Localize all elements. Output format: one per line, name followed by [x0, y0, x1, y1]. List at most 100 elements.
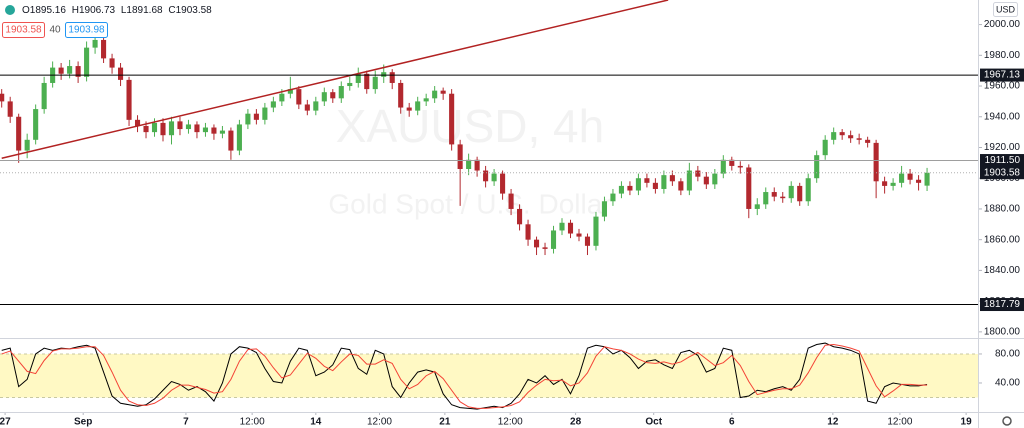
x-tick-label: Sep — [74, 417, 92, 428]
candle-body — [661, 175, 667, 189]
candle-body — [466, 159, 472, 169]
candle-body — [457, 144, 463, 169]
candle-body — [627, 185, 633, 191]
candle-body — [245, 113, 251, 125]
candle-body — [712, 173, 718, 185]
candle-body — [338, 86, 344, 99]
price-line-label: 1967.13 — [984, 70, 1021, 81]
candle-body — [814, 155, 820, 179]
candle-body — [491, 173, 497, 182]
stochastic-line — [1, 344, 928, 409]
candle-body — [593, 216, 599, 246]
candle-body — [185, 124, 192, 130]
price-line-label-box — [980, 298, 1024, 312]
trend-line — [1, 0, 669, 159]
candle-body — [202, 127, 208, 133]
candle-body — [788, 185, 794, 199]
x-tick-label: 28 — [570, 417, 582, 428]
candle-body — [330, 92, 336, 99]
last-price-label-box — [980, 166, 1024, 180]
sell-price[interactable]: 1903.58 — [5, 25, 42, 36]
candle-body — [126, 79, 132, 120]
candle-body — [584, 236, 591, 246]
watermark: XAUUSD, 4h Gold Spot / U.S. Dollar — [328, 100, 611, 219]
candle-body — [321, 92, 327, 102]
candle-body — [669, 175, 675, 182]
candle-body — [780, 196, 786, 199]
stochastic-line — [1, 342, 928, 410]
candle-body — [797, 185, 803, 202]
candle-body — [848, 135, 854, 139]
candle-body — [304, 104, 310, 111]
candle-body — [381, 72, 387, 77]
candle-body — [882, 181, 888, 186]
ohlc-legend: O1895.16 H1906.73 L1891.68 C1903.58 — [22, 5, 212, 16]
candle-body — [686, 170, 692, 191]
candle-body — [440, 90, 446, 94]
candle-body — [652, 182, 658, 189]
candle-body — [7, 101, 13, 117]
x-tick-label: 19 — [961, 417, 973, 428]
candle-body — [525, 224, 531, 240]
candle-body — [92, 39, 98, 48]
candle-body — [134, 119, 141, 126]
currency[interactable]: USD — [996, 4, 1016, 14]
candle-body — [406, 107, 412, 111]
candle-body — [236, 124, 242, 151]
candle-body — [262, 107, 268, 120]
candle-body — [143, 125, 149, 133]
buy-price[interactable]: 1903.98 — [68, 25, 105, 36]
y-tick-label: 2000.00 — [984, 19, 1021, 30]
x-tick-label: 12:00 — [498, 417, 523, 428]
price-line-label-box — [980, 68, 1024, 82]
buy-button[interactable] — [65, 22, 108, 38]
candle-body — [33, 109, 39, 140]
candle-body — [177, 121, 183, 130]
candle-body — [41, 82, 47, 110]
candle-body — [24, 139, 30, 151]
candle-body — [916, 179, 922, 183]
candle-body — [279, 93, 285, 102]
candle-body — [695, 170, 701, 177]
candle-body — [678, 181, 684, 191]
settings-icon[interactable] — [1002, 416, 1012, 426]
ohlc-low: L1891.68 — [121, 5, 163, 16]
market-status-icon — [5, 5, 15, 15]
candle-body — [517, 208, 523, 225]
candle-body — [211, 127, 217, 134]
candle-body — [415, 101, 421, 111]
y-tick-label: 1880.00 — [984, 204, 1021, 215]
candle-body — [737, 165, 743, 168]
last-price-label: 1903.58 — [984, 167, 1021, 178]
stochastic-band — [0, 353, 978, 398]
sell-button[interactable] — [2, 22, 45, 38]
candle-body — [559, 222, 565, 231]
x-tick-label: 21 — [439, 417, 451, 428]
candle-body — [160, 122, 166, 136]
candle-body — [618, 185, 624, 194]
stochastic-y-tick-label: 80.00 — [995, 349, 1020, 360]
candle-body — [109, 58, 115, 68]
x-tick-label: Oct — [645, 417, 662, 428]
candle-body — [839, 132, 845, 136]
currency-button[interactable] — [993, 2, 1018, 17]
candle-body — [389, 72, 395, 83]
y-tick-label: 1980.00 — [984, 50, 1021, 61]
candle-body — [151, 122, 158, 133]
candle-body — [372, 76, 378, 90]
candle-body — [907, 173, 913, 180]
candle-body — [822, 139, 828, 156]
y-tick-label: 1800.00 — [984, 326, 1021, 337]
x-tick-label: 12:00 — [367, 417, 392, 428]
candle-body — [228, 130, 234, 151]
candle-body — [270, 101, 276, 108]
x-tick-label: 27 — [0, 417, 11, 428]
candle-body — [16, 116, 22, 151]
ohlc-open: O1895.16 — [22, 5, 66, 16]
candle-body — [567, 222, 574, 234]
ohlc-high: H1906.73 — [72, 5, 116, 16]
candle-body — [542, 247, 548, 249]
ohlc-close: C1903.58 — [168, 5, 212, 16]
